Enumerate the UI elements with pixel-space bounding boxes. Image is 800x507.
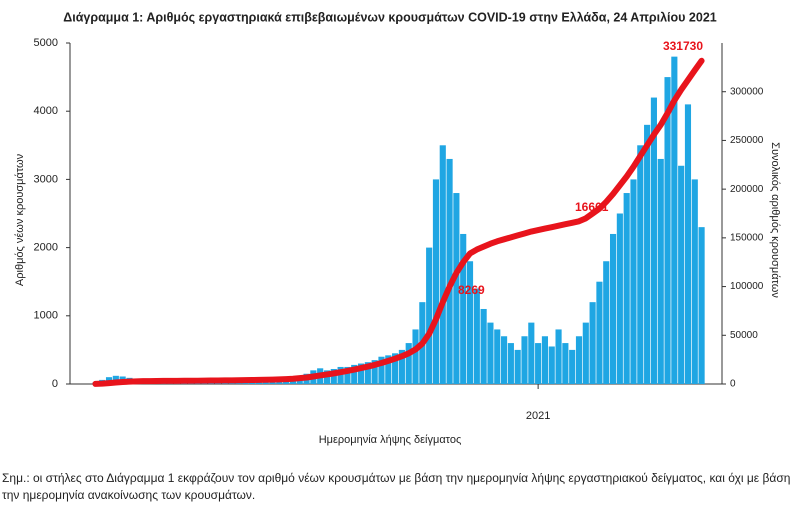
y-axis-title: Αριθμός νέων κρουσμάτων (14, 153, 26, 286)
bar (575, 336, 583, 384)
annotation: 8269 (458, 283, 485, 297)
bar (691, 179, 698, 384)
bar (446, 158, 453, 384)
bar (521, 336, 528, 384)
y-tick-label: 5000 (34, 37, 58, 49)
bar (460, 233, 467, 384)
y-tick-label: 0 (52, 378, 58, 390)
bar (398, 349, 405, 384)
bar (487, 322, 494, 384)
bar (330, 368, 337, 384)
bar (569, 349, 576, 384)
y2-tick-label: 150000 (730, 232, 764, 243)
bar (494, 329, 501, 384)
bar (630, 179, 637, 384)
bar (228, 382, 235, 384)
bar (664, 77, 671, 384)
bar (582, 322, 589, 384)
bar (426, 247, 433, 384)
bar (562, 343, 569, 384)
y-tick-label: 2000 (34, 242, 58, 254)
bar (344, 366, 351, 384)
x-tick-label: 2021 (526, 410, 550, 422)
bar (473, 288, 480, 384)
bar (269, 381, 276, 384)
bar (514, 349, 521, 384)
bar (623, 193, 630, 384)
bar (371, 360, 378, 384)
bar (609, 233, 617, 384)
bar (507, 343, 514, 384)
bar (235, 382, 242, 384)
bar (671, 56, 678, 384)
bar (432, 179, 440, 384)
bar (453, 193, 460, 384)
chart-title: Διάγραμμα 1: Αριθμός εργαστηριακά επιβεβ… (63, 10, 717, 24)
bar (555, 329, 562, 384)
bar (541, 336, 549, 384)
bar (616, 213, 623, 384)
bar (466, 261, 474, 384)
annotation: 16661 (575, 200, 609, 214)
note-box: Σημ.: οι στήλες στο Διάγραμμα 1 εκφράζου… (2, 471, 791, 502)
y-tick-label: 1000 (34, 310, 58, 322)
y2-axis-title: Συνολικός αριθμός κρουσμάτων (769, 142, 781, 298)
bar (528, 322, 535, 384)
bar (255, 381, 262, 384)
bar (412, 329, 419, 384)
bar (589, 302, 596, 384)
y2-tick-label: 250000 (730, 135, 764, 146)
bar (657, 158, 664, 384)
bar (548, 346, 555, 384)
bar (337, 366, 344, 384)
cumulative-line (92, 57, 705, 387)
bar (385, 355, 392, 384)
bar (596, 281, 603, 384)
y2-tick-label: 0 (730, 379, 736, 390)
y2-tick-label: 300000 (730, 86, 764, 97)
bar (364, 362, 371, 384)
x-axis-title: Ημερομηνία λήψης δείγματος (319, 434, 462, 446)
bar (405, 343, 412, 384)
bar (276, 381, 283, 384)
y2-tick-label: 100000 (730, 281, 764, 292)
bar (684, 104, 692, 384)
y-tick-label: 3000 (34, 173, 58, 185)
bar (480, 308, 487, 384)
bar (637, 145, 644, 384)
y-tick-label: 4000 (34, 105, 58, 117)
y2-tick-label: 50000 (730, 330, 758, 341)
bar (501, 336, 508, 384)
y2-tick-label: 200000 (730, 184, 764, 195)
bar (644, 124, 651, 384)
bar (650, 97, 657, 384)
note: Σημ.: οι στήλες στο Διάγραμμα 1 εκφράζου… (2, 471, 791, 502)
bar (378, 356, 385, 384)
bar (392, 353, 399, 384)
bar (698, 227, 705, 384)
bar (351, 364, 358, 384)
bar (678, 165, 685, 384)
bar (439, 145, 446, 384)
bar (357, 363, 365, 384)
bar (603, 261, 610, 384)
annotation: 331730 (663, 39, 703, 53)
bar (535, 343, 542, 384)
